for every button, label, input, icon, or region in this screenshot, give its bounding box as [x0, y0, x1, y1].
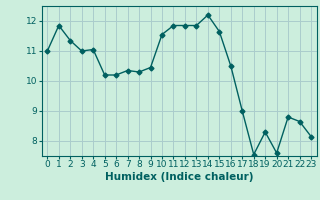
X-axis label: Humidex (Indice chaleur): Humidex (Indice chaleur): [105, 172, 253, 182]
